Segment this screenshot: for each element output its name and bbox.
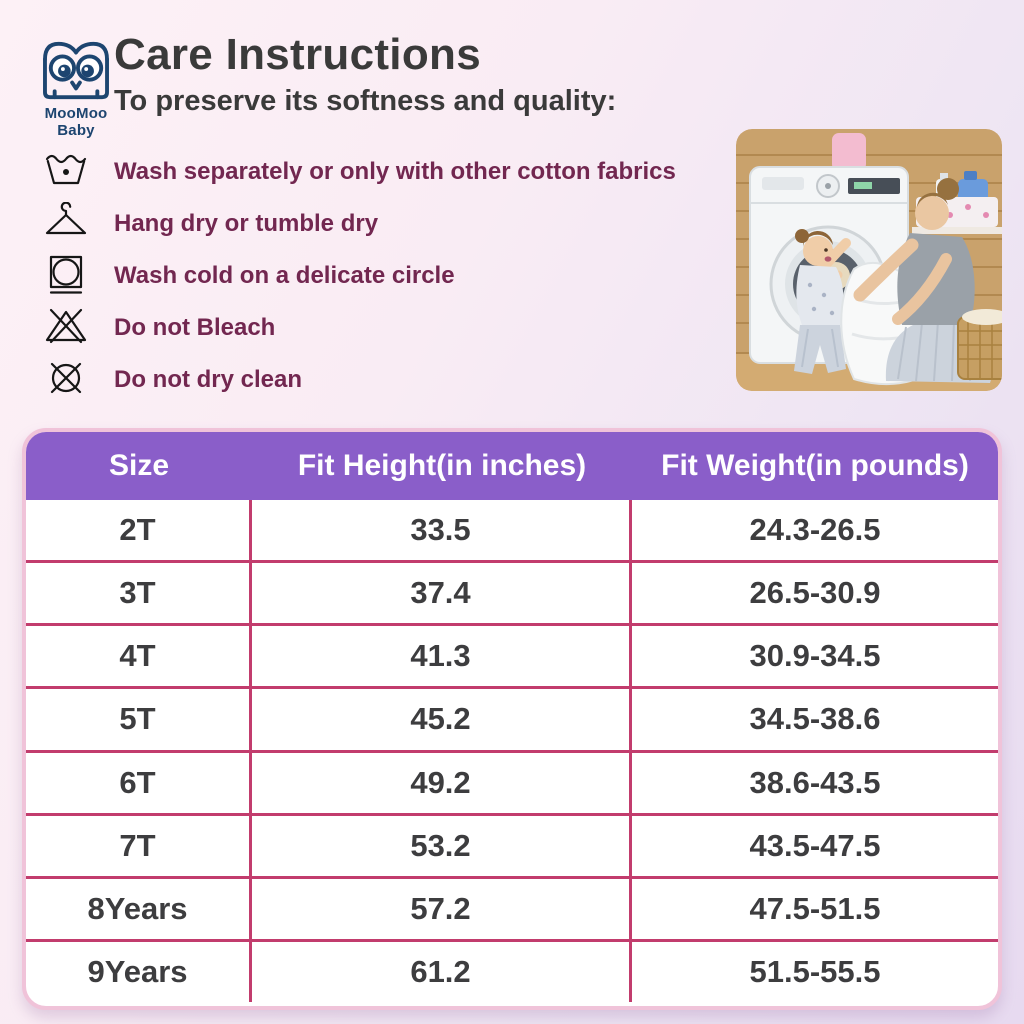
height-cell: 37.4 (252, 563, 632, 624)
table-row: 3T 37.4 26.5-30.9 (26, 560, 998, 624)
size-cell: 3T (26, 563, 252, 624)
table-row: 9Years 61.2 51.5-55.5 (26, 938, 998, 1002)
care-item-no-dry-clean: Do not dry clean (40, 354, 676, 406)
size-chart-table: Size Fit Height(in inches) Fit Weight(in… (22, 428, 1002, 1010)
page-title: Care Instructions (114, 30, 481, 79)
height-cell: 41.3 (252, 626, 632, 687)
weight-cell: 51.5-55.5 (749, 953, 881, 989)
owl-logo-icon (43, 41, 109, 100)
care-item-hang-dry: Hang dry or tumble dry (40, 198, 676, 250)
care-item-label: Do not dry clean (114, 366, 303, 393)
column-header-fit-height: Fit Height(in inches) (297, 449, 587, 482)
height-cell: 33.5 (252, 500, 632, 561)
care-item-label: Wash separately or only with other cotto… (114, 158, 676, 185)
weight-cell: 47.5-51.5 (749, 890, 881, 926)
size-cell: 5T (26, 689, 252, 750)
size-cell: 6T (26, 752, 252, 813)
table-row: 5T 45.2 34.5-38.6 (26, 686, 998, 750)
mother-child-laundry-photo (736, 129, 1002, 391)
page-subtitle: To preserve its softness and quality: (114, 85, 617, 117)
size-cell: 9Years (26, 941, 252, 1002)
care-item-wash: Wash separately or only with other cotto… (40, 146, 676, 198)
do-not-dry-clean-icon (40, 358, 92, 402)
weight-cell: 24.3-26.5 (749, 512, 881, 548)
weight-cell: 43.5-47.5 (749, 827, 881, 863)
size-cell: 8Years (26, 878, 252, 939)
weight-cell: 30.9-34.5 (749, 638, 881, 674)
height-cell: 49.2 (252, 752, 632, 813)
size-chart-body: 2T 33.5 24.3-26.5 3T 37.4 26.5-30.9 4T 4… (26, 500, 998, 1002)
table-row: 6T 49.2 38.6-43.5 (26, 749, 998, 813)
care-item-label: Wash cold on a delicate circle (114, 262, 455, 289)
care-item-label: Do not Bleach (114, 314, 276, 341)
table-row: 7T 53.2 43.5-47.5 (26, 812, 998, 876)
care-item-wash-cold: Wash cold on a delicate circle (40, 250, 676, 302)
column-header-size: Size (108, 449, 170, 482)
do-not-bleach-icon (40, 306, 92, 350)
weight-cell: 34.5-38.6 (749, 701, 881, 737)
brand-logo: MooMoo Baby (24, 38, 128, 139)
table-row: 8Years 57.2 47.5-51.5 (26, 875, 998, 939)
size-cell: 7T (26, 815, 252, 876)
column-header-fit-weight: Fit Weight(in pounds) (661, 449, 969, 482)
height-cell: 53.2 (252, 815, 632, 876)
wash-tub-icon (40, 150, 92, 194)
care-instructions-list: Wash separately or only with other cotto… (40, 146, 676, 406)
table-row: 4T 41.3 30.9-34.5 (26, 623, 998, 687)
weight-cell: 38.6-43.5 (749, 764, 881, 800)
hanger-icon (40, 202, 92, 246)
brand-name: MooMoo Baby (44, 105, 108, 139)
weight-cell: 26.5-30.9 (749, 575, 881, 611)
height-cell: 61.2 (252, 941, 632, 1002)
table-row: 2T 33.5 24.3-26.5 (26, 500, 998, 561)
tumble-dry-delicate-icon (40, 254, 92, 298)
care-item-label: Hang dry or tumble dry (114, 210, 379, 237)
size-cell: 4T (26, 626, 252, 687)
size-cell: 2T (26, 500, 252, 561)
care-item-no-bleach: Do not Bleach (40, 302, 676, 354)
height-cell: 45.2 (252, 689, 632, 750)
height-cell: 57.2 (252, 878, 632, 939)
size-chart-header-row: Size Fit Height(in inches) Fit Weight(in… (26, 432, 998, 500)
